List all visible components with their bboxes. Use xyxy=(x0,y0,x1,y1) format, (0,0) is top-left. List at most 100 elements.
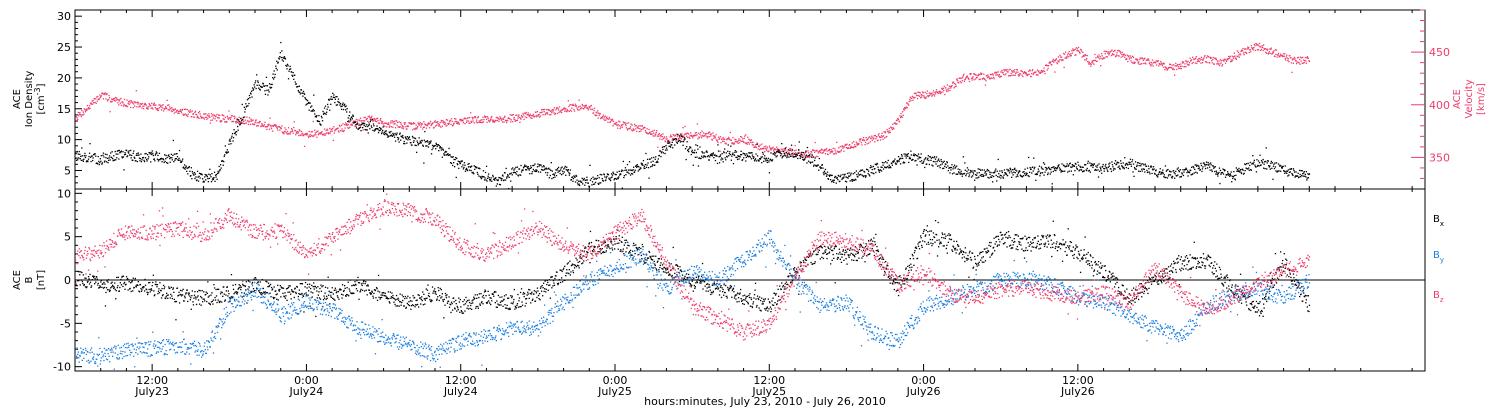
velocity-series-point xyxy=(390,122,391,123)
velocity-series-point xyxy=(1116,54,1117,55)
velocity-series-point xyxy=(656,132,657,133)
density-series-point xyxy=(624,175,625,176)
velocity-series-point xyxy=(934,95,935,96)
velocity-series-point xyxy=(1242,50,1243,51)
velocity-series-point xyxy=(172,111,173,112)
density-series-point xyxy=(592,177,593,178)
velocity-series-point xyxy=(303,135,304,136)
density-series-point xyxy=(881,170,882,171)
velocity-series-point xyxy=(1048,68,1049,69)
velocity-series-point xyxy=(606,116,607,117)
velocity-series-point xyxy=(260,121,261,122)
velocity-series-point xyxy=(1013,70,1014,71)
density-series-point xyxy=(116,153,117,154)
density-series-point xyxy=(279,56,280,57)
density-series-point xyxy=(709,159,710,160)
density-series-point xyxy=(338,99,339,100)
velocity-series-point xyxy=(268,125,269,126)
velocity-series-point xyxy=(146,105,147,106)
density-series-point xyxy=(623,161,624,162)
density-series-point xyxy=(1160,168,1161,169)
density-series-point xyxy=(1130,159,1131,160)
velocity-series-point xyxy=(284,127,285,128)
velocity-series-point xyxy=(713,138,714,139)
density-series-point xyxy=(911,154,912,155)
velocity-series-point xyxy=(1278,53,1279,54)
velocity-series-point xyxy=(209,115,210,116)
velocity-series-point xyxy=(211,113,212,114)
velocity-series-point xyxy=(1111,55,1112,56)
density-series-point xyxy=(1133,163,1134,164)
density-series-point xyxy=(612,175,613,176)
density-series-point xyxy=(269,83,270,84)
density-series-point xyxy=(658,158,659,159)
velocity-series-point xyxy=(518,114,519,115)
density-series-point xyxy=(1211,169,1212,170)
density-series-point xyxy=(501,180,502,181)
density-series-point xyxy=(1170,171,1171,172)
density-series-point xyxy=(274,70,275,71)
density-series-point xyxy=(736,151,737,152)
density-series-point xyxy=(846,181,847,182)
density-series-point xyxy=(550,170,551,171)
velocity-series-point xyxy=(1149,62,1150,63)
velocity-series-point xyxy=(993,77,994,78)
density-series-point xyxy=(294,75,295,76)
density-series-point xyxy=(1263,168,1264,169)
density-series-point xyxy=(1043,162,1044,163)
density-series-point xyxy=(829,176,830,177)
velocity-series-point xyxy=(887,129,888,130)
density-series-point xyxy=(671,144,672,145)
velocity-series-point xyxy=(1276,57,1277,58)
density-series-point xyxy=(643,160,644,161)
velocity-series-point xyxy=(271,128,272,129)
density-series-point xyxy=(357,123,358,124)
density-series-point xyxy=(179,150,180,151)
density-series-point xyxy=(1187,175,1188,176)
velocity-series-point xyxy=(210,122,211,123)
density-series-point xyxy=(211,181,212,182)
velocity-series-point xyxy=(468,121,469,122)
velocity-series-point xyxy=(1177,64,1178,65)
velocity-series-point xyxy=(272,131,273,132)
velocity-series-point xyxy=(269,118,270,119)
velocity-series-point xyxy=(1232,59,1233,60)
density-series-point xyxy=(1287,171,1288,172)
density-series-point xyxy=(1093,165,1094,166)
velocity-series-point xyxy=(419,125,420,126)
density-series-point xyxy=(896,163,897,164)
density-series-point xyxy=(1258,165,1259,166)
velocity-series-point xyxy=(130,102,131,103)
velocity-series-point xyxy=(147,106,148,107)
density-series-point xyxy=(1067,171,1068,172)
density-series-point xyxy=(490,179,491,180)
velocity-series-point xyxy=(689,138,690,139)
velocity-series-point xyxy=(963,74,964,75)
density-series-point xyxy=(1218,173,1219,174)
velocity-series-point xyxy=(307,133,308,134)
velocity-series-point xyxy=(503,122,504,123)
velocity-series-point xyxy=(666,136,667,137)
velocity-series-point xyxy=(1291,62,1292,63)
density-series-point xyxy=(147,160,148,161)
density-series-point xyxy=(912,159,913,160)
density-series-point xyxy=(1104,171,1105,172)
velocity-series-point xyxy=(817,156,818,157)
density-series-point xyxy=(236,134,237,135)
velocity-series-point xyxy=(414,123,415,124)
density-series-point xyxy=(694,150,695,151)
density-series-point xyxy=(645,153,646,154)
velocity-series-point xyxy=(533,114,534,115)
density-series-point xyxy=(243,117,244,118)
velocity-series-point xyxy=(861,142,862,143)
velocity-series-point xyxy=(1208,56,1209,57)
density-series-point xyxy=(432,147,433,148)
density-series-point xyxy=(973,173,974,174)
velocity-series-point xyxy=(972,78,973,79)
velocity-series-point xyxy=(1254,45,1255,46)
velocity-series-point xyxy=(600,113,601,114)
velocity-series-point xyxy=(1178,66,1179,67)
density-series-point xyxy=(361,124,362,125)
velocity-series-point xyxy=(205,113,206,114)
density-series-point xyxy=(563,173,564,174)
